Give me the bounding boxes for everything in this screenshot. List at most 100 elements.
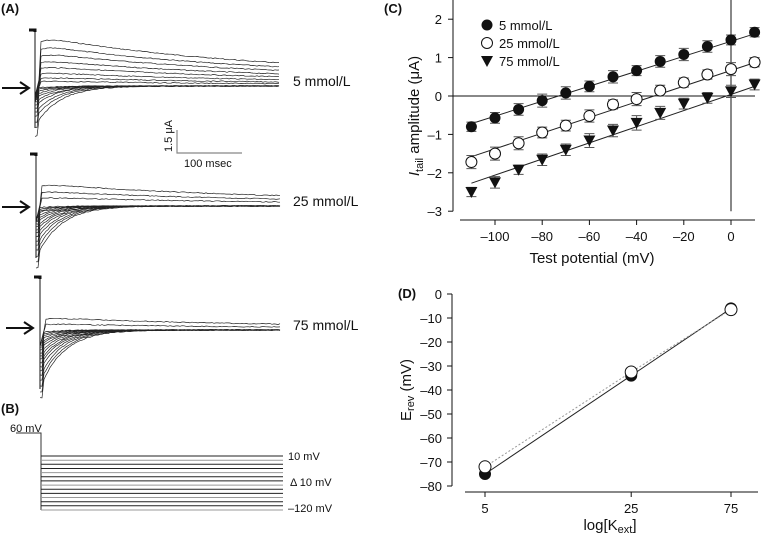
c-point-75mmol xyxy=(630,117,643,129)
c-y-tick-label: –3 xyxy=(428,204,442,219)
panel-c-label: (C) xyxy=(384,1,402,16)
d-y-tick-label: –30 xyxy=(420,359,442,374)
c-y-axis-label: Itail amplitude (μA) xyxy=(406,56,426,176)
c-point-5mmol xyxy=(465,121,477,133)
current-trace xyxy=(34,85,280,129)
c-point-25mmol xyxy=(725,63,737,76)
c-ylabel-rest: amplitude (μA) xyxy=(406,56,423,158)
current-trace xyxy=(34,77,280,103)
holding-step xyxy=(16,432,42,510)
current-trace xyxy=(39,329,281,351)
current-trace xyxy=(35,205,281,221)
d-xlabel-sub: ext xyxy=(618,524,633,535)
d-y-tick-label: –10 xyxy=(420,311,442,326)
c-point-25mmol xyxy=(654,84,667,97)
current-trace xyxy=(39,317,281,347)
erev-chart: 0 –10 –20 –30 –40 –50 –60 –70 –80 5 25 75 xyxy=(420,287,758,516)
d-ylabel-main: E xyxy=(398,411,415,421)
current-trace xyxy=(34,72,280,103)
d-y-tick-label: –60 xyxy=(420,431,442,446)
d-y-tick-label: –40 xyxy=(420,383,442,398)
d-y-tick-label: –20 xyxy=(420,335,442,350)
current-traces-25mmol xyxy=(30,152,281,269)
d-point-open xyxy=(624,365,638,379)
c-point-75mmol xyxy=(583,135,596,147)
c-y-tick-label: 1 xyxy=(435,51,442,66)
current-trace xyxy=(34,61,280,100)
legend-marker-5mmol xyxy=(481,19,493,31)
current-trace xyxy=(35,205,281,246)
c-point-5mmol xyxy=(701,40,713,52)
c-point-5mmol xyxy=(607,71,619,83)
arrow-icon xyxy=(6,321,35,335)
current-trace xyxy=(35,197,280,224)
panel-a-label: (A) xyxy=(1,1,19,16)
scale-bar: 1.5 μA 100 msec xyxy=(163,119,242,170)
current-trace xyxy=(39,329,281,360)
c-x-tick-label: –40 xyxy=(626,229,648,244)
current-trace xyxy=(34,39,280,97)
c-point-75mmol xyxy=(654,107,667,119)
panel-d-label: (D) xyxy=(398,286,416,301)
c-x-axis-label: Test potential (mV) xyxy=(529,250,654,267)
c-point-25mmol xyxy=(465,156,478,169)
d-x-tick-label: 5 xyxy=(481,501,488,516)
capacitive-step xyxy=(34,275,42,279)
c-point-5mmol xyxy=(583,80,595,92)
c-point-5mmol xyxy=(749,26,761,38)
current-traces-75mmol xyxy=(34,275,281,399)
current-trace xyxy=(34,80,280,104)
c-x-tick-label: –100 xyxy=(481,229,510,244)
d-point-open xyxy=(478,460,492,474)
d-y-tick-label: –70 xyxy=(420,455,442,470)
trace-label-75mmol: 75 mmol/L xyxy=(293,317,359,333)
legend-label: 5 mmol/L xyxy=(499,18,552,33)
current-traces-5mmol xyxy=(29,28,280,137)
c-point-75mmol xyxy=(536,154,549,166)
d-y-tick-label: –50 xyxy=(420,407,442,422)
c-point-25mmol xyxy=(630,93,643,106)
c-point-25mmol xyxy=(559,119,572,132)
c-point-75mmol xyxy=(677,98,690,110)
current-trace xyxy=(39,329,281,376)
c-y-tick-label: –2 xyxy=(428,166,442,181)
c-x-tick-label: 0 xyxy=(727,229,734,244)
scale-bar-time-label: 100 msec xyxy=(184,158,232,170)
current-trace xyxy=(34,85,280,137)
c-ylabel-main: I xyxy=(406,172,423,176)
c-point-75mmol xyxy=(559,144,572,156)
d-ylabel-sub: rev xyxy=(405,395,417,411)
legend-marker-25mmol xyxy=(481,37,493,49)
legend-marker-75mmol xyxy=(481,56,493,67)
c-point-5mmol xyxy=(489,112,501,124)
current-trace xyxy=(35,184,281,221)
step-voltage-label: Δ 10 mV xyxy=(290,477,332,489)
d-y-axis-label: Erev (mV) xyxy=(398,359,417,421)
c-point-5mmol xyxy=(513,103,525,115)
trace-label-25mmol: 25 mmol/L xyxy=(293,193,359,209)
current-trace xyxy=(39,323,281,347)
legend-label: 25 mmol/L xyxy=(499,36,560,51)
current-trace xyxy=(36,205,281,228)
c-ylabel-sub: tail xyxy=(414,158,426,172)
holding-voltage-label: 60 mV xyxy=(10,423,42,435)
d-x-axis-label: log[Kext] xyxy=(583,517,636,535)
voltage-protocol xyxy=(16,432,283,511)
d-y-tick-label: –80 xyxy=(420,479,442,494)
legend-label: 75 mmol/L xyxy=(499,54,560,69)
c-point-5mmol xyxy=(725,34,737,46)
current-trace xyxy=(35,205,281,251)
panel-b-label: (B) xyxy=(1,401,19,416)
current-trace xyxy=(39,329,281,387)
c-point-25mmol xyxy=(701,68,714,81)
c-point-25mmol xyxy=(489,147,501,160)
d-series-line xyxy=(484,309,732,468)
current-trace xyxy=(34,85,280,123)
d-x-tick-label: 25 xyxy=(624,501,638,516)
bottom-voltage-label: –120 mV xyxy=(288,503,333,515)
current-trace xyxy=(35,205,281,269)
c-point-75mmol xyxy=(607,125,619,137)
c-point-5mmol xyxy=(560,87,572,99)
arrow-icon xyxy=(2,81,31,95)
c-x-tick-label: –60 xyxy=(579,229,601,244)
